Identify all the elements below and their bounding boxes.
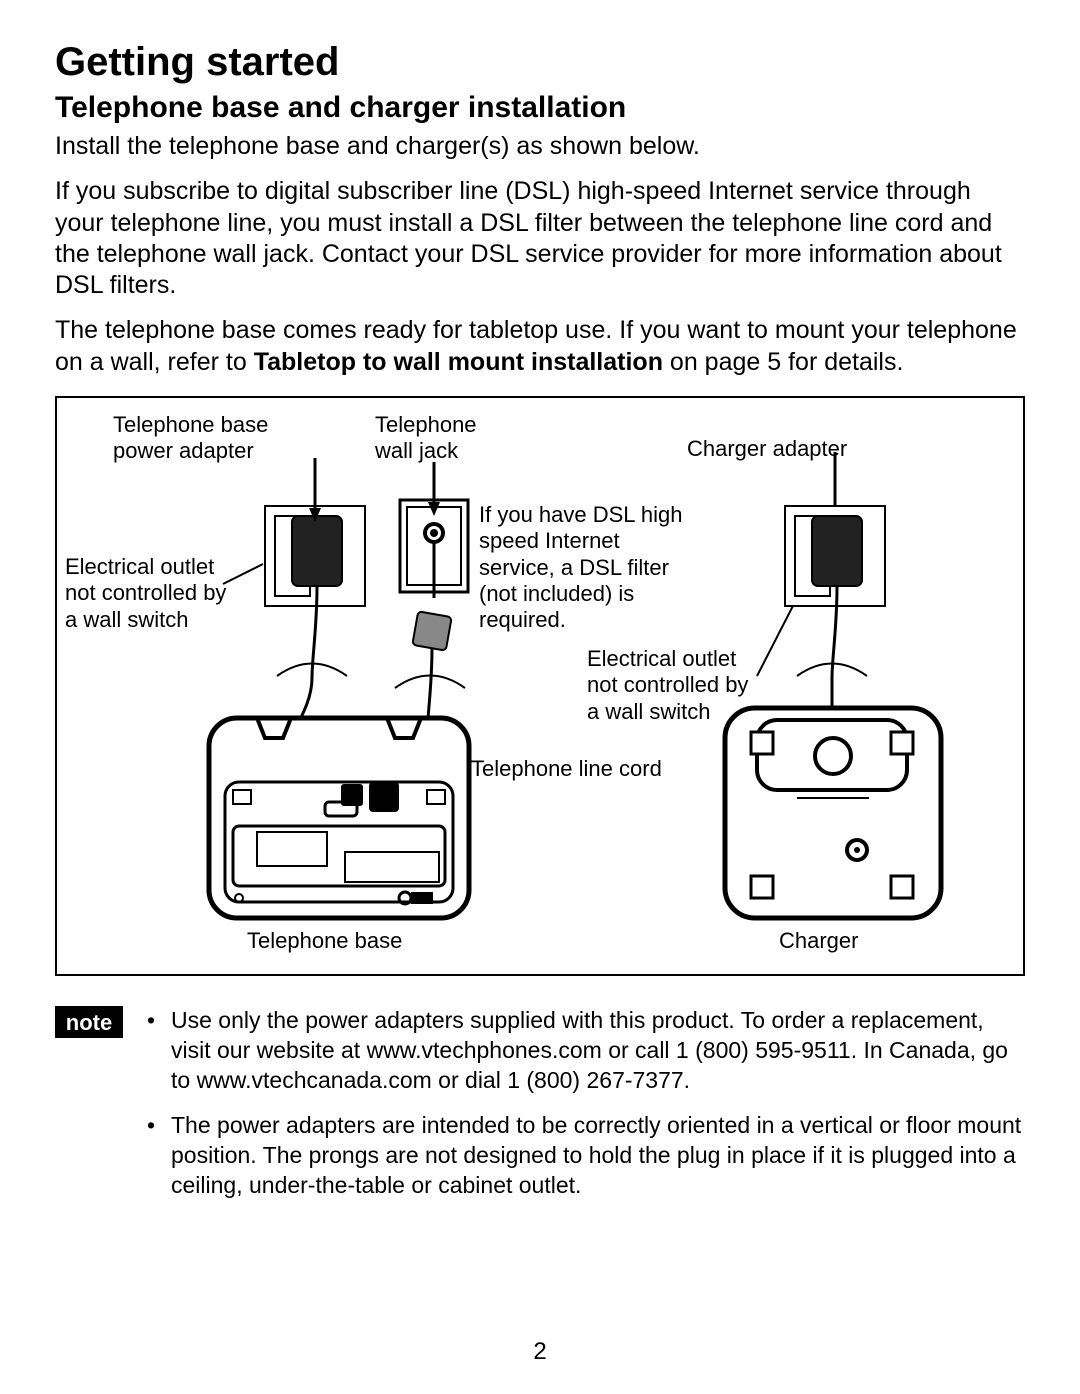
label-left-outlet: Electrical outlet not controlled by a wa… xyxy=(65,554,226,633)
caption-charger: Charger xyxy=(779,928,858,954)
caption-telephone-base: Telephone base xyxy=(247,928,402,954)
label-charger-adapter: Charger adapter xyxy=(687,436,847,462)
paragraph-2: If you subscribe to digital subscriber l… xyxy=(55,176,1025,301)
label-base-adapter: Telephone base power adapter xyxy=(113,412,268,465)
note-badge: note xyxy=(55,1006,123,1038)
section-title: Telephone base and charger installation xyxy=(55,91,1025,125)
installation-diagram: Telephone base power adapter Telephone w… xyxy=(55,396,1025,976)
page-number: 2 xyxy=(0,1338,1080,1366)
paragraph-3: The telephone base comes ready for table… xyxy=(55,315,1025,378)
label-dsl-note: If you have DSL high speed Internet serv… xyxy=(479,502,699,634)
note-item-1: Use only the power adapters supplied wit… xyxy=(141,1006,1025,1096)
label-line-cord: Telephone line cord xyxy=(471,756,662,782)
label-wall-jack: Telephone wall jack xyxy=(375,412,477,465)
notes-block: note Use only the power adapters supplie… xyxy=(55,1006,1025,1217)
page-title: Getting started xyxy=(55,40,1025,85)
note-item-2: The power adapters are intended to be co… xyxy=(141,1111,1025,1201)
para3-tail: on page 5 for details. xyxy=(663,348,903,376)
para3-bold: Tabletop to wall mount installation xyxy=(254,348,663,376)
label-right-outlet: Electrical outlet not controlled by a wa… xyxy=(587,646,748,725)
paragraph-1: Install the telephone base and charger(s… xyxy=(55,131,1025,162)
